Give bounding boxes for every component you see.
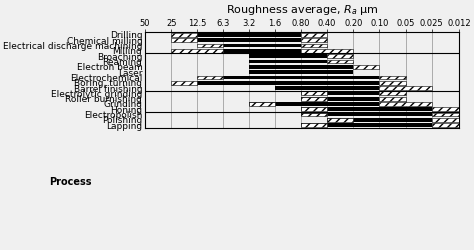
Bar: [301, 113, 432, 116]
Bar: [301, 49, 353, 53]
Bar: [301, 123, 327, 127]
Bar: [171, 49, 223, 53]
Bar: [275, 86, 380, 90]
Bar: [432, 108, 459, 111]
Bar: [432, 118, 459, 122]
Text: Process: Process: [49, 177, 91, 187]
Bar: [301, 113, 327, 116]
Bar: [223, 49, 301, 53]
Bar: [301, 108, 327, 111]
Bar: [327, 118, 353, 122]
Bar: [171, 81, 197, 84]
Bar: [171, 33, 197, 37]
Bar: [327, 60, 353, 63]
Bar: [249, 102, 380, 106]
Bar: [432, 113, 459, 116]
Bar: [249, 70, 353, 74]
Bar: [197, 33, 301, 37]
Bar: [327, 118, 432, 122]
Bar: [301, 33, 327, 37]
Bar: [197, 38, 301, 42]
Bar: [380, 76, 406, 79]
Bar: [197, 76, 223, 79]
Bar: [301, 97, 327, 100]
Bar: [353, 65, 380, 68]
Bar: [301, 38, 327, 42]
Bar: [249, 54, 327, 58]
Bar: [380, 92, 406, 95]
Bar: [171, 38, 197, 42]
Title: Roughness average, $R_a$ µm: Roughness average, $R_a$ µm: [226, 3, 379, 17]
Bar: [380, 86, 432, 90]
Bar: [301, 44, 327, 47]
Bar: [249, 60, 327, 63]
Bar: [197, 44, 223, 47]
Bar: [327, 54, 353, 58]
Bar: [301, 123, 432, 127]
Bar: [249, 102, 275, 106]
Bar: [301, 92, 380, 95]
Bar: [380, 97, 406, 100]
Bar: [197, 81, 380, 84]
Bar: [301, 92, 327, 95]
Bar: [223, 44, 301, 47]
Bar: [223, 76, 380, 79]
Bar: [380, 81, 406, 84]
Bar: [249, 65, 353, 68]
Bar: [380, 102, 432, 106]
Bar: [432, 123, 459, 127]
Bar: [301, 97, 380, 100]
Bar: [301, 108, 432, 111]
